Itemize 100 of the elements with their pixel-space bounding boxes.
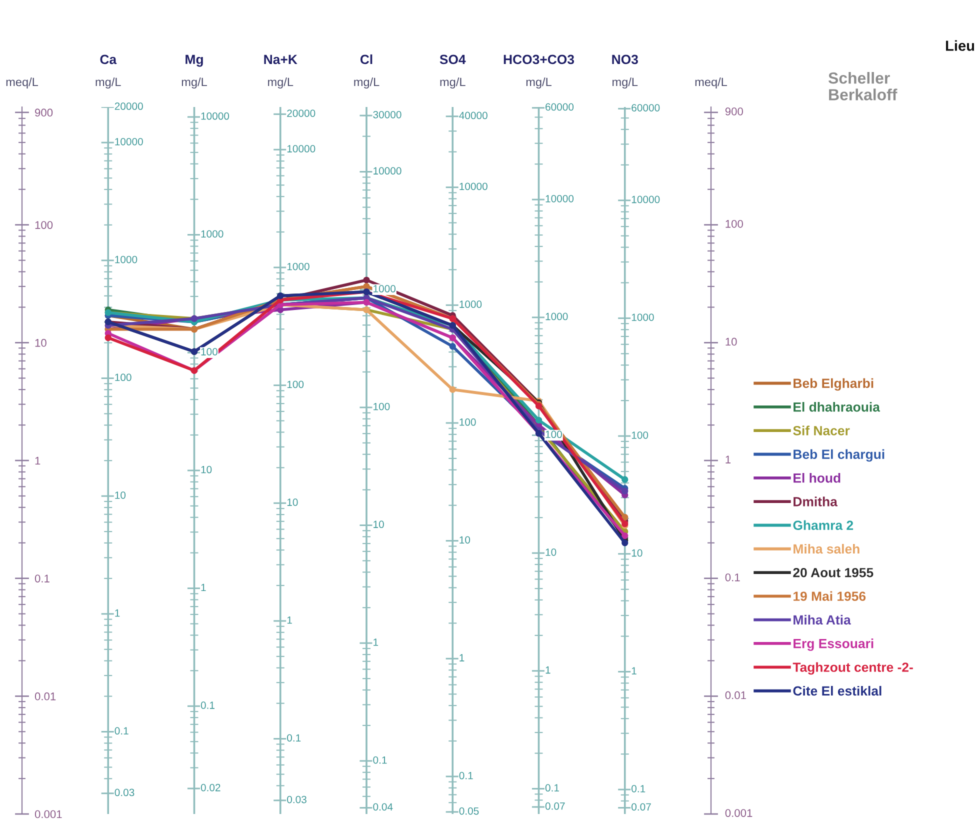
- annotation: 0.1: [287, 734, 301, 742]
- annotation: 1000: [287, 262, 310, 270]
- legend-label: El houd: [794, 473, 840, 483]
- legend-label: Beb El chargui: [794, 449, 884, 462]
- annotation: 60000: [632, 104, 660, 112]
- annotation: 20000: [287, 110, 316, 117]
- text: mg/L: [526, 78, 552, 88]
- x-tick-label: HCO3+CO3: [504, 54, 574, 64]
- annotation: 60000: [546, 103, 574, 111]
- annotation: 1: [374, 638, 378, 646]
- text: 900: [725, 108, 743, 116]
- annotation: 1000: [632, 314, 654, 321]
- annotation: 100: [287, 380, 304, 388]
- annotation: 40000: [459, 112, 488, 120]
- annotation: 0.07: [545, 802, 565, 810]
- text: 0.01: [725, 691, 746, 700]
- annotation: 10000: [287, 145, 316, 152]
- annotation: 1: [201, 584, 206, 591]
- text: mg/L: [612, 78, 638, 88]
- y-tick-label: 1: [35, 456, 40, 465]
- x-tick-label: Na+K: [264, 54, 298, 64]
- annotation: 10000: [115, 138, 143, 146]
- text: mg/L: [182, 78, 207, 88]
- legend-label: Taghzout centre -2-: [792, 662, 913, 675]
- legend-label: Dmitha: [794, 496, 838, 506]
- text: mg/L: [440, 78, 466, 88]
- annotation: 10: [546, 548, 556, 556]
- text: mg/L: [268, 78, 294, 88]
- x-tick-label: NO3: [612, 54, 638, 64]
- legend-label: El dhahraouia: [794, 402, 880, 412]
- y-axis-title: meq/L: [6, 78, 38, 88]
- x-tick-label: Mg: [186, 54, 203, 67]
- annotation: 1: [632, 667, 636, 674]
- annotation: 1000: [201, 230, 224, 238]
- annotation: 100: [460, 418, 476, 426]
- annotation: 1: [115, 609, 120, 617]
- annotation: 10000: [374, 167, 402, 175]
- x-tick-label: Cl: [360, 54, 372, 64]
- y-tick-label: 0.01: [34, 692, 56, 700]
- x-tick-label: SO4: [440, 54, 466, 64]
- text: 0.1: [725, 573, 740, 582]
- annotation: 10: [632, 549, 642, 557]
- legend-label: Beb Elgharbi: [794, 378, 874, 391]
- annotation: 0.03: [287, 796, 306, 804]
- annotation: 10: [201, 466, 212, 474]
- annotation: 30000: [373, 110, 402, 118]
- annotation: 1000: [546, 312, 568, 320]
- annotation: 1000: [115, 256, 138, 264]
- annotation: 20000: [114, 102, 143, 110]
- text: mg/L: [354, 78, 380, 88]
- annotation: 10: [287, 498, 298, 506]
- annotation: 0.07: [632, 803, 651, 811]
- annotation: 10000: [201, 112, 230, 120]
- x-tick-label: Ca: [100, 54, 117, 64]
- annotation: 10: [460, 536, 470, 544]
- annotation: 1: [546, 666, 550, 674]
- legend-label: Ghamra 2: [793, 520, 854, 530]
- y-tick-label: 100: [35, 221, 53, 229]
- annotation: 100: [201, 348, 218, 356]
- annotation: 0.1: [373, 756, 387, 764]
- text: mg/L: [96, 78, 121, 88]
- legend-label: 20 Aout 1955: [793, 568, 874, 578]
- annotation: 100: [115, 374, 132, 382]
- legend-label: Miha saleh: [794, 544, 860, 554]
- annotation: 0.1: [459, 772, 473, 780]
- text: 10: [726, 338, 737, 346]
- text: 1: [726, 456, 731, 464]
- y-tick-label: 900: [35, 108, 53, 117]
- annotation: 0.1: [632, 784, 646, 792]
- annotation: 0.03: [114, 788, 134, 796]
- text: Scheller Berkaloff: [828, 72, 898, 100]
- annotation: 1000: [374, 285, 396, 292]
- y-tick-label: 0.001: [34, 810, 62, 818]
- legend-label: Sif Nacer: [793, 426, 850, 436]
- annotation: 10: [115, 491, 126, 499]
- annotation: 10000: [546, 194, 574, 202]
- text: meq/L: [695, 78, 728, 88]
- annotation: 100: [546, 430, 562, 438]
- legend-label: Cite El estiklal: [793, 686, 882, 696]
- annotation: 1: [287, 616, 292, 624]
- text: 100: [726, 220, 743, 228]
- annotation: 0.04: [373, 803, 393, 811]
- annotation: 10000: [460, 182, 488, 190]
- legend-label: Erg Essouari: [794, 638, 874, 651]
- annotation: 10: [374, 520, 384, 528]
- y-tick-label: 0.1: [34, 574, 50, 582]
- annotation: 0.1: [545, 784, 559, 792]
- annotation: 1000: [460, 300, 482, 308]
- annotation: 1: [460, 654, 464, 662]
- legend-label: Miha Atia: [794, 614, 851, 625]
- y-tick-label: 10: [35, 338, 46, 347]
- text: 0.001: [725, 809, 752, 817]
- annotation: 0.1: [114, 727, 128, 735]
- legend-label: 19 Mai 1956: [794, 591, 866, 601]
- annotation: 10000: [632, 196, 660, 204]
- legend-title: Lieu: [946, 40, 974, 51]
- annotation: 100: [374, 402, 390, 410]
- annotation: 0.05: [459, 807, 479, 815]
- annotation: 0.1: [200, 702, 214, 709]
- annotation: 0.02: [200, 784, 220, 792]
